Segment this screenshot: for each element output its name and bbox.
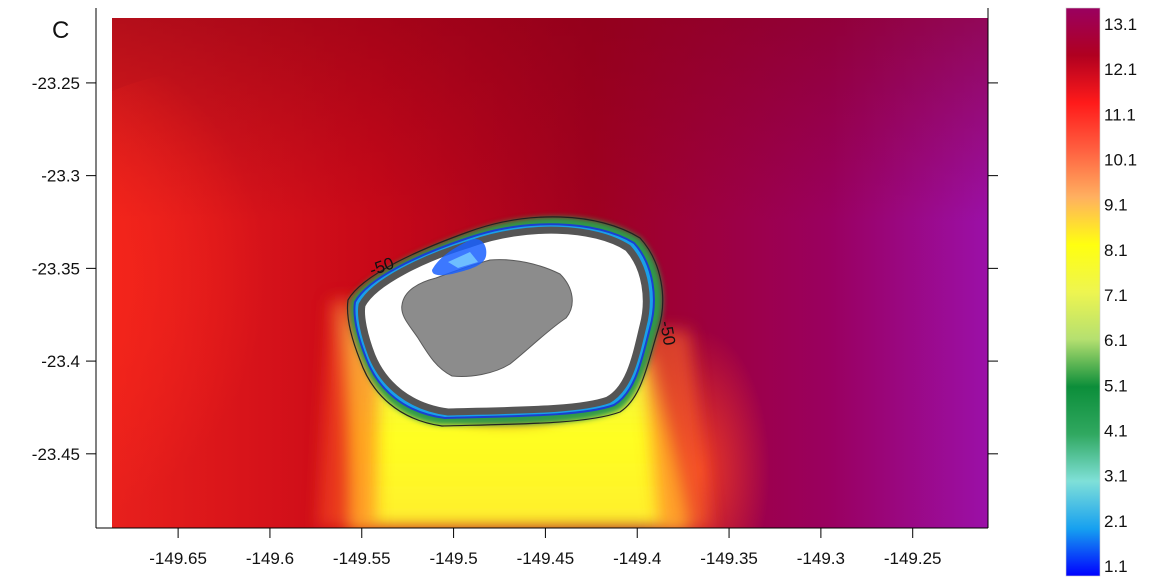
x-tick-label: -149.3 xyxy=(797,549,845,568)
x-tick-label: -149.6 xyxy=(246,549,294,568)
island: -50 -50 xyxy=(346,216,679,427)
y-tick-label: -23.35 xyxy=(32,259,80,278)
colorbar-tick-label: 3.1 xyxy=(1104,467,1128,486)
colorbar-tick-label: 5.1 xyxy=(1104,376,1128,395)
x-axis: -149.65 -149.6 -149.55 -149.5 -149.45 -149.4 -… xyxy=(149,528,942,568)
colorbar: 13.1 12.1 11.1 10.1 9.1 8.1 7.1 6.1 5.1 4.1 3.1 2.1… xyxy=(1065,7,1137,577)
panel-label: C xyxy=(52,17,69,44)
colorbar-tick-label: 2.1 xyxy=(1104,512,1128,531)
colorbar-tick-label: 8.1 xyxy=(1104,241,1128,260)
x-tick-label: -149.25 xyxy=(884,549,942,568)
colorbar-tick-label: 9.1 xyxy=(1104,196,1128,215)
colorbar-labels: 13.1 12.1 11.1 10.1 9.1 8.1 7.1 6.1 5.1 4.1 3.1 2.1… xyxy=(1104,15,1137,576)
colorbar-tick-label: 13.1 xyxy=(1104,15,1137,34)
x-tick-label: -149.45 xyxy=(517,549,575,568)
y-tick-label: -23.4 xyxy=(41,352,80,371)
colorbar-tick-label: 1.1 xyxy=(1104,557,1128,576)
contour-label-east: -50 xyxy=(656,319,679,347)
y-tick-label: -23.3 xyxy=(41,167,80,186)
y-tick-label: -23.45 xyxy=(32,445,80,464)
colorbar-tick-label: 6.1 xyxy=(1104,331,1128,350)
y-tick-label: -23.25 xyxy=(32,74,80,93)
x-tick-label: -149.5 xyxy=(429,549,477,568)
colorbar-tick-label: 12.1 xyxy=(1104,60,1137,79)
colorbar-tick-label: 11.1 xyxy=(1104,105,1136,124)
colorbar-tick-label: 10.1 xyxy=(1104,151,1137,170)
colorbar-tick-label: 7.1 xyxy=(1104,286,1128,305)
x-tick-label: -149.35 xyxy=(700,549,758,568)
y-axis: -23.25 -23.3 -23.35 -23.4 -23.45 xyxy=(32,74,998,464)
x-tick-label: -149.55 xyxy=(333,549,391,568)
x-tick-label: -149.65 xyxy=(149,549,207,568)
colorbar-tick-label: 4.1 xyxy=(1104,422,1128,441)
x-tick-label: -149.4 xyxy=(613,549,661,568)
colorbar-ramp xyxy=(1065,7,1101,577)
contour-outer xyxy=(346,216,664,427)
